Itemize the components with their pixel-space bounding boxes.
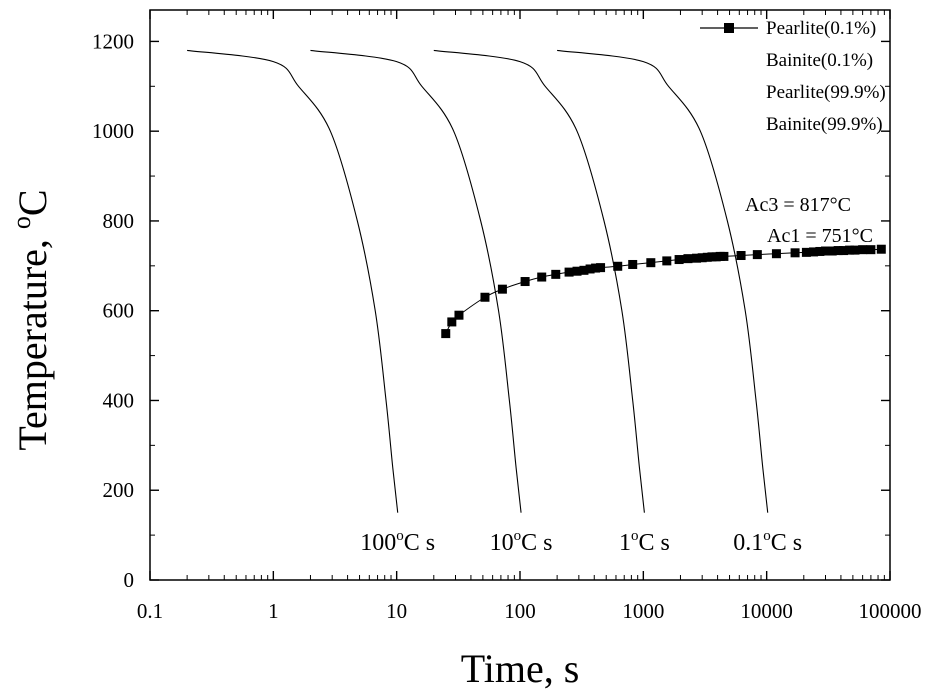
data-point: [564, 267, 574, 277]
y-tick-label: 600: [103, 299, 135, 323]
data-point: [692, 253, 702, 263]
y-tick-label: 1200: [92, 29, 134, 53]
cooling-rate-label: 100oC s: [360, 528, 435, 556]
data-point: [821, 246, 831, 256]
data-point: [845, 245, 855, 255]
legend-label: Bainite(99.9%): [766, 114, 883, 135]
data-point: [596, 263, 606, 273]
x-tick-label: 1000: [622, 599, 664, 623]
data-point: [850, 245, 860, 255]
data-point: [579, 265, 589, 275]
cooling-curve: [310, 49, 522, 513]
data-point: [585, 264, 595, 274]
y-tick-label: 1000: [92, 119, 134, 143]
x-axis-title: Time, s: [461, 646, 580, 691]
data-point: [809, 247, 819, 257]
y-axis-title-unit: C: [10, 189, 55, 216]
y-tick-label: 200: [103, 478, 135, 502]
data-point: [646, 258, 656, 268]
data-point: [876, 244, 886, 254]
x-tick-label: 100: [504, 599, 536, 623]
ac3-annotation: Ac3 = 817°C: [745, 194, 851, 216]
data-point: [537, 272, 547, 282]
data-point: [702, 252, 712, 262]
data-point: [551, 269, 561, 279]
cooling-rate-degree: o: [763, 528, 771, 544]
legend-marker: [724, 23, 734, 33]
y-tick-label: 800: [103, 209, 135, 233]
axes: [149, 9, 891, 581]
y-tick-label: 0: [124, 568, 135, 592]
cooling-rate-label: 0.1oC s: [733, 528, 802, 556]
legend-label: Bainite(0.1%): [766, 50, 873, 71]
legend-label: Pearlite(99.9%): [766, 82, 886, 103]
legend-label: Pearlite(0.1%): [766, 18, 876, 39]
data-series: [441, 244, 886, 339]
data-point: [613, 261, 623, 271]
y-axis-title-main: Temperature,: [10, 229, 55, 451]
data-point: [736, 251, 746, 261]
cooling-rate-degree: o: [514, 528, 522, 544]
x-tick-label: 10000: [740, 599, 793, 623]
data-point: [674, 255, 684, 265]
cooling-curves: [187, 49, 769, 513]
cooling-rate-unit: C s: [638, 530, 669, 556]
cooling-rate-degree: o: [396, 528, 404, 544]
cooling-rate-value: 100: [360, 530, 396, 556]
data-point: [572, 266, 582, 276]
data-point: [839, 246, 849, 256]
data-point: [790, 248, 800, 258]
cooling-rate-value: 10: [490, 530, 514, 556]
data-point: [441, 329, 451, 339]
data-point: [771, 249, 781, 259]
legend: Pearlite(0.1%) Bainite(0.1%) Pearlite(99.9…: [700, 18, 886, 135]
cooling-rate-unit: C s: [521, 530, 552, 556]
x-tick-label: 100000: [859, 599, 922, 623]
data-point: [591, 263, 601, 273]
data-point: [520, 277, 530, 287]
y-axis-title: Temperature, oC: [7, 189, 55, 450]
data-point: [662, 256, 672, 266]
data-point: [815, 246, 825, 256]
cooling-rate-value: 1: [619, 530, 631, 556]
cooling-rate-label: 1oC s: [619, 528, 670, 556]
data-point: [628, 259, 638, 269]
cooling-rate-value: 0.1: [733, 530, 763, 556]
data-point: [480, 292, 490, 302]
data-point: [866, 245, 876, 255]
data-point: [719, 251, 729, 261]
data-point: [801, 247, 811, 257]
data-point: [447, 317, 457, 327]
cooling-rate-unit: C s: [771, 530, 802, 556]
x-tick-label: 1: [268, 599, 279, 623]
cooling-curve: [433, 49, 645, 513]
data-point: [454, 310, 464, 320]
data-point: [697, 253, 707, 263]
data-point: [858, 245, 868, 255]
ac1-annotation: Ac1 = 751°C: [767, 225, 873, 247]
cooling-rate-label: 10oC s: [490, 528, 553, 556]
data-point: [683, 254, 693, 264]
x-tick-label: 10: [386, 599, 407, 623]
y-axis-title-degree: o: [7, 216, 36, 229]
data-point: [752, 250, 762, 260]
cooling-curve: [557, 49, 769, 513]
data-point: [833, 246, 843, 256]
cooling-curve: [187, 49, 399, 513]
y-tick-label: 400: [103, 388, 135, 412]
cooling-rate-unit: C s: [404, 530, 435, 556]
chart-text: 0.1 1 10 100 1000 10000 1000000200400600800100…: [7, 18, 922, 691]
cooling-rate-degree: o: [631, 528, 639, 544]
x-tick-label: 0.1: [137, 599, 163, 623]
data-point: [827, 246, 837, 256]
data-point: [497, 284, 507, 294]
